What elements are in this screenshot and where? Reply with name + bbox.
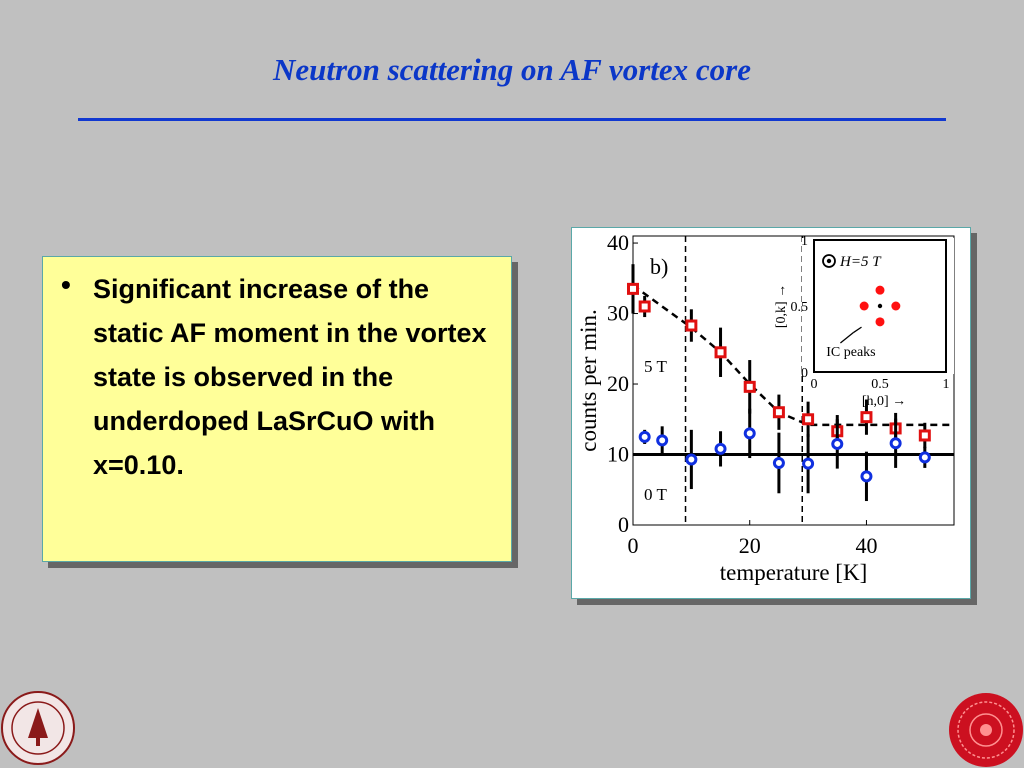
data-point-0t [743, 427, 756, 440]
inset-y-tick-label: 0.5 [791, 300, 809, 315]
inset-arrow [853, 326, 862, 333]
ic-peak [875, 285, 885, 295]
x-tick-label: 0 [628, 533, 639, 558]
inset-center-dot [877, 303, 883, 309]
data-point-0t [772, 456, 785, 469]
chart-frame: 0 20 40 0 10 20 30 40 temperature [K] counts per … [571, 227, 971, 599]
data-point-0t [714, 442, 727, 455]
field-symbol-dot [826, 258, 832, 264]
inset-x-tick-label: 0 [811, 377, 818, 392]
ic-peak [891, 301, 901, 311]
bullet-text: Significant increase of the static AF mo… [93, 274, 487, 480]
data-point-5t [627, 282, 639, 295]
data-point-5t [918, 429, 931, 442]
data-point-0t [685, 453, 698, 466]
ic-peak [859, 301, 869, 311]
inset-annotation: IC peaks [826, 345, 875, 360]
data-point-0t [831, 437, 844, 450]
y-tick-label: 0 [618, 512, 629, 537]
data-point-0t [860, 470, 873, 483]
data-point-0t [918, 451, 931, 464]
inset-y-tick-label: 0 [801, 366, 808, 381]
inset-arrow [839, 331, 855, 344]
y-tick-label: 10 [607, 442, 629, 467]
data-point-5t [802, 413, 815, 426]
data-point-5t [772, 406, 785, 419]
data-point-5t [714, 346, 727, 359]
inset-y-label: [0,k] → [774, 284, 789, 328]
data-point-5t [743, 380, 756, 393]
data-point-5t [638, 300, 651, 313]
inset-x-label: [h,0] → [862, 394, 906, 409]
title-underline [78, 118, 946, 121]
y-tick-label: 30 [607, 301, 629, 326]
y-tick-label: 40 [607, 230, 629, 255]
bullet-dot-icon: • [61, 269, 71, 300]
series-label-5t: 5 T [644, 357, 667, 376]
data-point-0t [638, 430, 651, 443]
x-axis-label: temperature [K] [720, 560, 868, 585]
series-label-0t: 0 T [644, 485, 667, 504]
inset-x-tick-label: 1 [943, 377, 950, 392]
slide-title: Neutron scattering on AF vortex core [273, 52, 751, 87]
bullet-textbox: • Significant increase of the static AF … [42, 256, 512, 562]
data-point-5t [685, 319, 698, 332]
data-point-0t [802, 457, 815, 470]
inset-y-tick-label: 1 [801, 234, 808, 249]
ic-peak [875, 317, 885, 327]
x-tick-label: 20 [739, 533, 761, 558]
panel-label: b) [650, 254, 668, 279]
stanford-seal-icon [1, 691, 75, 765]
inset-x-tick-label: 0.5 [871, 377, 889, 392]
y-axis-label: counts per min. [576, 309, 601, 451]
data-point-0t [889, 437, 902, 450]
data-point-5t [860, 411, 873, 424]
data-point-0t [656, 434, 669, 447]
field-symbol-icon [822, 254, 836, 268]
inset-legend: H=5 T [839, 254, 882, 270]
y-tick-label: 20 [607, 371, 629, 396]
x-tick-label: 40 [855, 533, 877, 558]
red-medallion-icon [949, 693, 1023, 767]
